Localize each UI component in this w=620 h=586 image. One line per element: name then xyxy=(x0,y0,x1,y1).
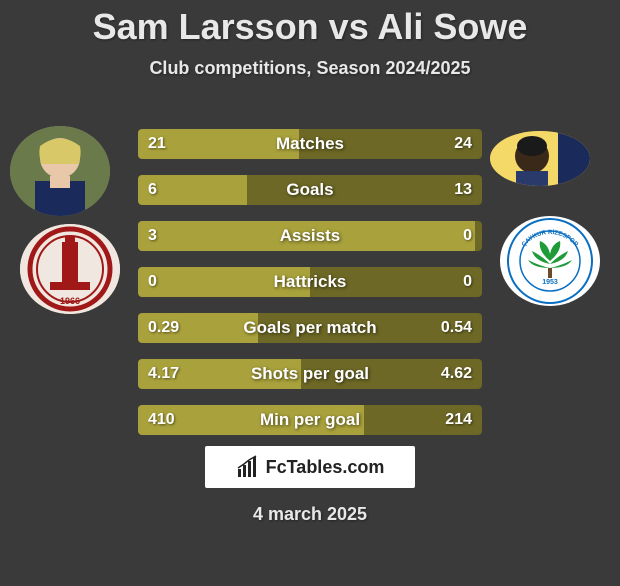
stats-bars-container: 2124Matches613Goals30Assists00Hattricks0… xyxy=(138,129,482,451)
player-left-club-badge: 1966 xyxy=(20,224,120,314)
stat-value-left: 6 xyxy=(148,175,157,205)
subtitle: Club competitions, Season 2024/2025 xyxy=(0,58,620,79)
stat-value-right: 4.62 xyxy=(441,359,472,389)
stat-value-right: 13 xyxy=(454,175,472,205)
stat-row: 410214Min per goal xyxy=(138,405,482,435)
stat-value-left: 4.17 xyxy=(148,359,179,389)
player-left-avatar xyxy=(10,126,110,216)
stat-value-left: 410 xyxy=(148,405,175,435)
stat-row: 0.290.54Goals per match xyxy=(138,313,482,343)
chart-icon xyxy=(236,455,260,479)
stat-value-right: 0 xyxy=(463,267,472,297)
club-badge-icon: 1966 xyxy=(20,224,120,314)
stat-value-right: 0.54 xyxy=(441,313,472,343)
stat-value-right: 214 xyxy=(445,405,472,435)
stat-bar-right xyxy=(475,221,482,251)
stat-bar-track xyxy=(138,359,482,389)
avatar-person-icon xyxy=(10,126,110,216)
stat-value-left: 3 xyxy=(148,221,157,251)
branding-badge: FcTables.com xyxy=(205,446,415,488)
stat-row: 2124Matches xyxy=(138,129,482,159)
stat-row: 613Goals xyxy=(138,175,482,205)
stat-value-left: 0 xyxy=(148,267,157,297)
stat-value-left: 21 xyxy=(148,129,166,159)
stat-bar-track xyxy=(138,175,482,205)
player-right-avatar xyxy=(490,131,590,186)
branding-text: FcTables.com xyxy=(266,457,385,478)
date-text: 4 march 2025 xyxy=(0,504,620,525)
club-badge-icon: 1953 ÇAYKUR RİZESPOR xyxy=(500,216,600,306)
page-title: Sam Larsson vs Ali Sowe xyxy=(0,6,620,48)
stat-value-left: 0.29 xyxy=(148,313,179,343)
avatar-person-icon xyxy=(490,131,590,186)
stat-bar-track xyxy=(138,405,482,435)
stat-bar-track xyxy=(138,313,482,343)
stat-bar-right xyxy=(310,267,482,297)
stat-row: 4.174.62Shots per goal xyxy=(138,359,482,389)
club-year-text: 1953 xyxy=(542,279,558,286)
stat-bar-track xyxy=(138,129,482,159)
stat-bar-right xyxy=(247,175,482,205)
stat-bar-track xyxy=(138,221,482,251)
stat-bar-left xyxy=(138,267,310,297)
stat-bar-left xyxy=(138,221,475,251)
club-year-text: 1966 xyxy=(60,296,80,306)
stat-value-right: 0 xyxy=(463,221,472,251)
stat-row: 30Assists xyxy=(138,221,482,251)
player-right-club-badge: 1953 ÇAYKUR RİZESPOR xyxy=(500,216,600,306)
stat-bar-track xyxy=(138,267,482,297)
stat-row: 00Hattricks xyxy=(138,267,482,297)
stat-value-right: 24 xyxy=(454,129,472,159)
